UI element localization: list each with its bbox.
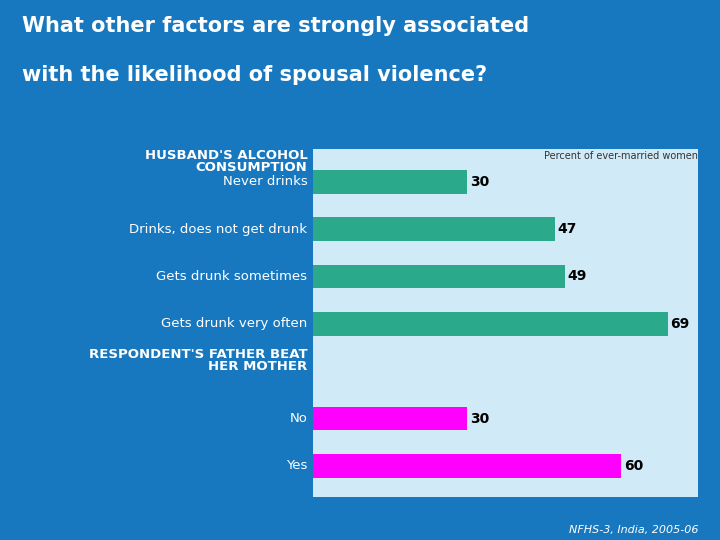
Text: Percent of ever-married women: Percent of ever-married women	[544, 151, 698, 161]
Text: RESPONDENT'S FATHER BEAT: RESPONDENT'S FATHER BEAT	[89, 348, 307, 361]
Text: What other factors are strongly associated: What other factors are strongly associat…	[22, 16, 528, 36]
Text: NFHS-3, India, 2005-06: NFHS-3, India, 2005-06	[569, 524, 698, 535]
Text: Drinks, does not get drunk: Drinks, does not get drunk	[130, 222, 307, 235]
Text: Yes: Yes	[286, 460, 307, 472]
Text: Gets drunk sometimes: Gets drunk sometimes	[156, 270, 307, 283]
Bar	[313, 312, 667, 336]
Text: with the likelihood of spousal violence?: with the likelihood of spousal violence?	[22, 65, 487, 85]
Text: 30: 30	[470, 411, 489, 426]
Bar	[313, 265, 565, 288]
Bar	[313, 407, 467, 430]
Text: 60: 60	[624, 459, 643, 473]
Bar	[313, 454, 621, 478]
Bar	[313, 170, 467, 193]
Text: CONSUMPTION: CONSUMPTION	[196, 161, 307, 174]
Text: HER MOTHER: HER MOTHER	[208, 360, 307, 373]
Text: HUSBAND'S ALCOHOL: HUSBAND'S ALCOHOL	[145, 149, 307, 162]
Text: No: No	[289, 412, 307, 425]
Text: 47: 47	[557, 222, 577, 236]
Text: Never drinks: Never drinks	[222, 175, 307, 188]
Text: 30: 30	[470, 174, 489, 188]
Bar	[313, 217, 554, 241]
Text: 49: 49	[567, 269, 587, 284]
Text: Gets drunk very often: Gets drunk very often	[161, 318, 307, 330]
Text: 69: 69	[670, 317, 690, 331]
